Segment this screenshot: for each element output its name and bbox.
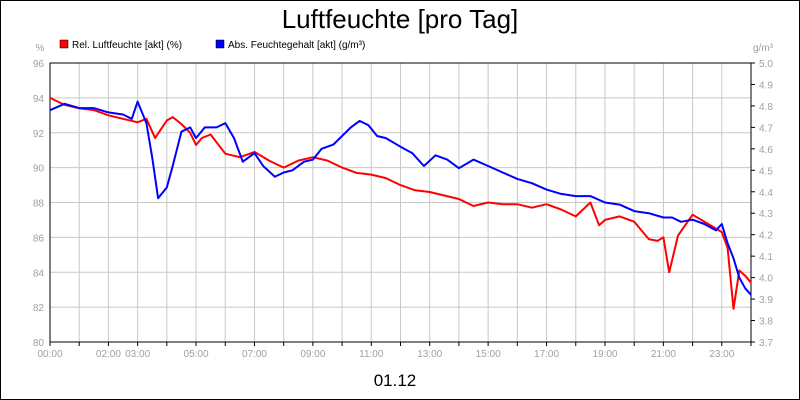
x-tick-label: 07:00 [242, 349, 267, 360]
x-tick-label: 03:00 [125, 349, 150, 360]
right-tick-label: 3.8 [759, 317, 773, 328]
x-tick-label: 21:00 [651, 349, 676, 360]
left-tick-label: 88 [33, 199, 45, 210]
right-axis: 5.0 4.9 4.8 4.7 4.6 4.5 4.4 4.3 4.2 4.1 4.0 3.9 3.8 3… [751, 59, 773, 349]
legend-label-relative-humidity: Rel. Luftfeuchte [akt] (%) [72, 40, 182, 51]
x-tick-label: 09:00 [300, 349, 325, 360]
right-tick-label: 4.7 [759, 123, 773, 134]
x-tick-label: 02:00 [96, 349, 121, 360]
right-tick-label: 4.1 [759, 252, 773, 263]
legend-swatch-absolute-humidity [215, 39, 225, 49]
right-tick-label: 4.9 [759, 80, 773, 91]
left-tick-label: 96 [33, 59, 45, 70]
right-tick-label: 4.2 [759, 231, 773, 242]
left-tick-label: 86 [33, 233, 45, 244]
x-axis: 00:00 02:00 03:00 05:00 07:00 09:00 11:00 13:00… [37, 342, 752, 360]
right-tick-label: 4.4 [759, 188, 773, 199]
left-tick-label: 84 [33, 268, 45, 279]
left-axis: 96 94 92 90 88 86 84 82 80 [33, 59, 45, 349]
x-tick-label: 17:00 [534, 349, 559, 360]
right-tick-label: 3.7 [759, 338, 773, 349]
date-label: 01.12 [374, 371, 417, 390]
left-tick-label: 90 [33, 164, 45, 175]
right-axis-unit: g/m³ [753, 43, 774, 54]
x-tick-label: 11:00 [359, 349, 384, 360]
left-tick-label: 82 [33, 303, 45, 314]
grid [50, 63, 751, 342]
right-tick-label: 4.8 [759, 102, 773, 113]
x-tick-label: 00:00 [37, 349, 62, 360]
right-tick-label: 4.5 [759, 166, 773, 177]
left-tick-label: 92 [33, 129, 45, 140]
right-tick-label: 4.3 [759, 209, 773, 220]
series-layer [49, 96, 752, 310]
right-tick-label: 4.0 [759, 274, 773, 285]
legend-swatch-relative-humidity [59, 39, 69, 49]
x-tick-label: 05:00 [184, 349, 209, 360]
left-tick-label: 80 [33, 338, 45, 349]
left-axis-unit: % [36, 43, 45, 54]
x-tick-label: 19:00 [592, 349, 617, 360]
chart-title: Luftfeuchte [pro Tag] [282, 4, 519, 34]
right-tick-label: 3.9 [759, 295, 773, 306]
legend-label-absolute-humidity: Abs. Feuchtegehalt [akt] (g/m³) [228, 40, 365, 51]
right-tick-label: 5.0 [759, 59, 773, 70]
series-line-absolute-humidity [49, 100, 752, 296]
x-tick-label: 15:00 [476, 349, 501, 360]
x-tick-label: 13:00 [417, 349, 442, 360]
right-tick-label: 4.6 [759, 145, 773, 156]
series-line-relative-humidity [49, 96, 752, 310]
x-tick-label: 23:00 [709, 349, 734, 360]
left-tick-label: 94 [33, 94, 45, 105]
legend: Rel. Luftfeuchte [akt] (%) Abs. Feuchteg… [59, 39, 365, 51]
